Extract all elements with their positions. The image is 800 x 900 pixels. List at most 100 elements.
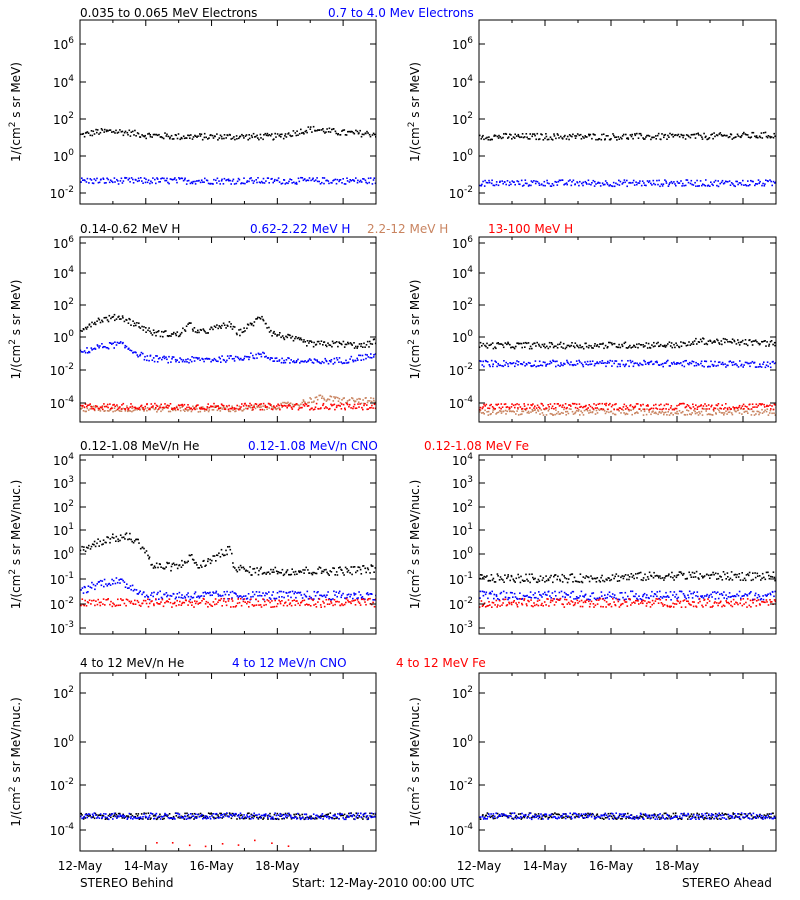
data-point [611,343,613,346]
data-point [110,600,112,603]
data-point [721,361,724,364]
data-point [94,406,97,409]
data-point [321,360,324,363]
data-point [269,601,271,604]
data-point [607,408,609,411]
data-point [256,134,258,137]
data-point [266,593,268,595]
data-point [567,362,570,365]
data-point [274,333,276,335]
data-point [644,573,646,576]
data-point [711,414,714,416]
data-point [708,413,710,415]
data-point [179,335,181,337]
data-point [749,339,751,341]
data-point [124,410,127,412]
data-point [220,361,222,363]
data-point [86,177,89,180]
data-point [508,602,511,605]
data-point [608,185,610,187]
data-point [175,406,178,409]
data-point [582,365,585,368]
data-point [561,138,564,140]
data-point [163,406,165,409]
data-point [253,404,255,407]
data-point [709,340,712,342]
data-point [142,182,144,184]
data-point [751,360,754,363]
data-point [199,181,202,184]
data-point [272,407,275,409]
data-point [220,327,222,329]
data-point [87,585,90,587]
data-point [712,605,714,607]
data-point [293,361,296,364]
data-point [157,591,159,594]
data-point [506,604,509,606]
data-point [554,407,557,409]
data-point [653,341,655,344]
data-point [228,410,230,413]
data-point [88,323,91,325]
data-point [104,316,106,319]
data-point [579,605,582,608]
data-point [154,402,156,405]
data-point [713,591,716,593]
data-point [224,554,226,556]
data-point [136,538,138,541]
data-point [356,570,359,572]
data-point [662,407,665,410]
data-point [631,133,633,136]
data-point [291,135,294,137]
data-point [324,132,326,134]
data-point [616,139,618,141]
data-point [769,136,772,139]
data-point [325,568,327,571]
data-point [347,361,350,364]
data-point [670,342,673,344]
data-point [585,182,587,184]
data-point [343,362,346,364]
data-point [615,182,617,185]
data-point [572,581,574,583]
data-point [642,344,644,346]
data-point [689,361,691,364]
data-point [700,404,702,406]
data-point [706,593,708,596]
data-point [291,335,294,338]
data-point [742,366,744,368]
data-point [674,183,676,185]
data-point [119,578,122,580]
data-point [265,180,267,182]
data-point [334,408,336,411]
data-point [576,597,579,599]
data-point [188,554,191,557]
data-point [301,401,304,404]
data-point [159,357,161,359]
data-point [694,137,697,139]
data-point [691,412,693,414]
data-point [658,179,660,182]
data-point [610,405,613,408]
data-point [511,403,513,405]
data-point [315,343,318,346]
data-point [217,405,219,407]
data-point [729,360,731,362]
data-point [597,408,600,410]
data-point [601,598,604,600]
data-point [315,606,318,608]
data-point [730,604,732,607]
data-point [233,183,236,185]
data-point [731,413,734,416]
data-point [564,403,567,405]
data-point [217,595,220,597]
data-point [637,137,640,139]
data-point [132,182,135,184]
data-point [758,135,761,138]
data-point [505,592,508,594]
data-point [275,357,278,359]
data-point [301,360,304,363]
data-point [531,408,533,411]
data-point [481,590,484,593]
